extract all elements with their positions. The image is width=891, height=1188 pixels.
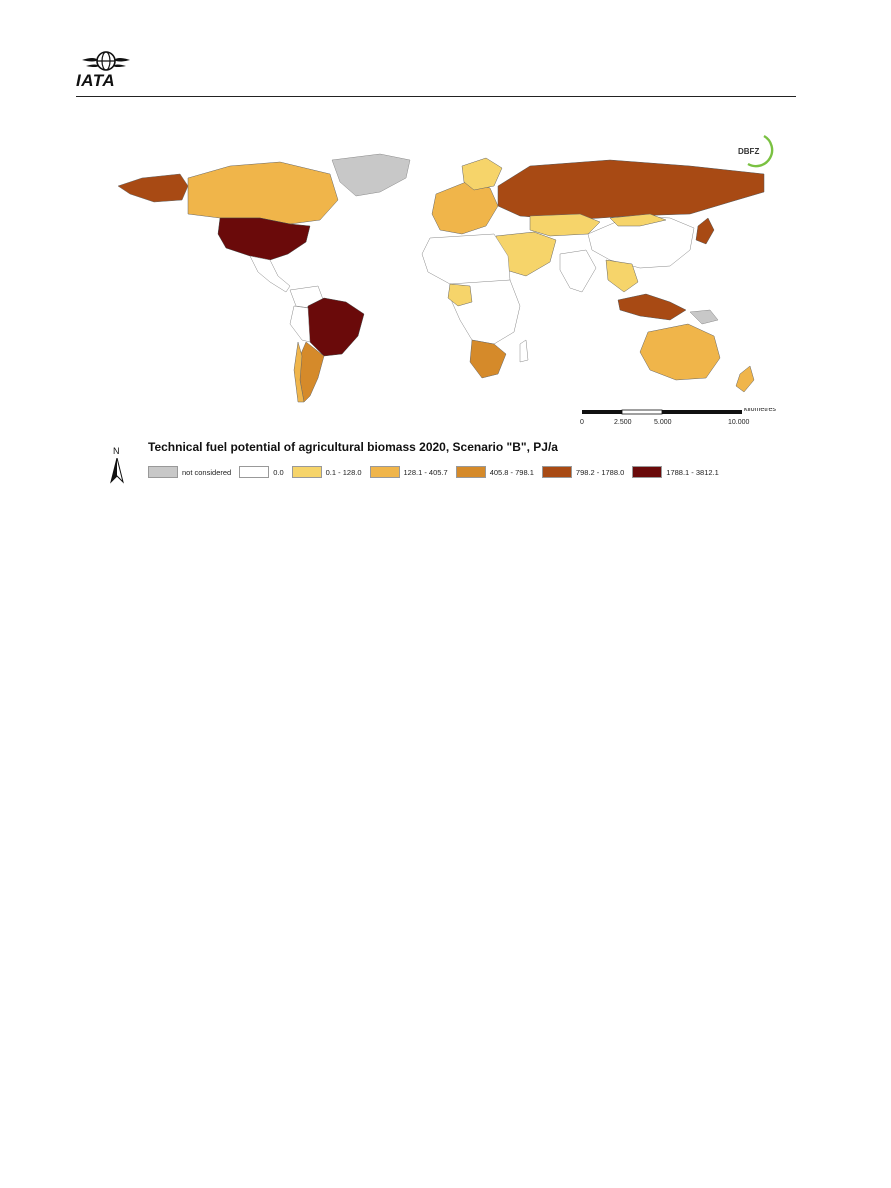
region-canada [187, 161, 339, 225]
region-new-zealand [735, 365, 755, 393]
legend-label: 0.0 [273, 467, 284, 477]
legend-label: not considered [182, 467, 232, 477]
dbfz-logo-text: DBFZ [738, 147, 759, 156]
scale-tick-2: 5.000 [654, 419, 672, 426]
region-australia [639, 323, 721, 381]
legend-item: 0.1 - 128.0 [291, 466, 362, 478]
legend-swatch [291, 466, 322, 478]
dbfz-ring-icon: DBFZ [738, 134, 774, 168]
legend-swatch [541, 466, 572, 478]
legend-item: not considered [148, 466, 231, 478]
region-india [559, 249, 597, 293]
legend-items: not considered 0.0 0.1 - 128.0 128.1 - 405.… [148, 465, 727, 479]
legend-label: 405.8 - 798.1 [489, 467, 534, 477]
legend-swatch [369, 466, 400, 478]
legend-label: 128.1 - 405.7 [403, 467, 448, 477]
region-west-africa [447, 283, 473, 307]
region-mexico [249, 255, 291, 293]
region-andes [289, 305, 311, 343]
region-alaska [117, 173, 189, 203]
legend-item: 405.8 - 798.1 [455, 466, 534, 478]
iata-globe-icon [82, 51, 130, 71]
scale-tick-3: 10.000 [728, 419, 750, 426]
legend-swatch [632, 466, 663, 478]
legend-item: 798.2 - 1788.0 [541, 466, 625, 478]
legend-item: 0.0 [239, 466, 284, 478]
legend-swatch [239, 466, 270, 478]
header-rule [76, 96, 796, 97]
dbfz-logo: DBFZ [736, 132, 776, 168]
region-papua [689, 309, 719, 325]
region-brazil [305, 297, 365, 357]
region-mongolia [609, 213, 667, 227]
world-map [117, 153, 765, 403]
scale-tick-1: 2.500 [614, 419, 632, 426]
document-header: IATA [76, 44, 796, 98]
north-arrow-icon [110, 458, 124, 484]
region-southeast-asia [605, 259, 639, 293]
region-usa [217, 217, 311, 261]
legend-label: 0.1 - 128.0 [325, 467, 362, 477]
legend-item: 128.1 - 405.7 [369, 466, 448, 478]
iata-logo-text: IATA [76, 71, 116, 90]
map-title: Technical fuel potential of agricultural… [148, 440, 558, 454]
region-russia [497, 159, 765, 221]
region-southern-africa [469, 339, 507, 379]
world-map-figure: DBFZ kilometres 0 2.500 5.000 10.000 [110, 130, 782, 430]
north-arrow: N [110, 446, 124, 484]
region-chile [293, 341, 305, 403]
legend-label: 1788.1 - 3812.1 [666, 467, 719, 477]
legend-swatch [148, 466, 178, 478]
legend-item: 1788.1 - 3812.1 [632, 466, 719, 478]
region-japan [695, 217, 715, 245]
legend-swatch [455, 466, 486, 478]
legend-label: 798.2 - 1788.0 [575, 467, 625, 477]
region-north-africa [421, 233, 511, 287]
scale-unit-label: kilometres [744, 408, 776, 413]
scale-bar: kilometres 0 2.500 5.000 10.000 [576, 406, 776, 430]
region-scandinavia [461, 157, 503, 191]
north-label: N [113, 446, 120, 456]
region-europe [431, 181, 499, 235]
region-greenland [331, 153, 411, 197]
scale-tick-0: 0 [580, 419, 584, 426]
map-legend: N Technical fuel potential of agricultur… [110, 440, 782, 484]
region-madagascar [519, 339, 529, 363]
region-indonesia [617, 293, 687, 321]
